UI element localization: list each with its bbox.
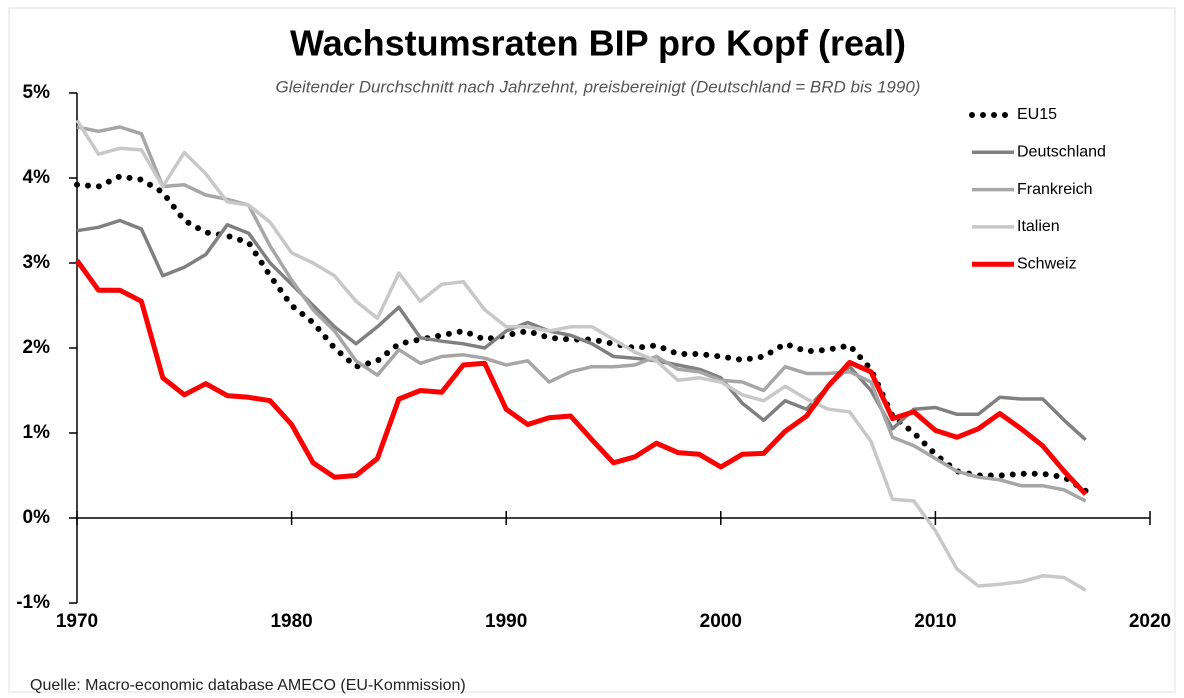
chart-title: Wachstumsraten BIP pro Kopf (real) — [290, 23, 906, 64]
y-tick-label: 3% — [23, 252, 51, 273]
line-series — [74, 259, 1088, 496]
line-series — [74, 173, 1089, 494]
y-tick-label: 4% — [23, 167, 51, 188]
legend-label: Italien — [1017, 218, 1060, 235]
legend-label: EU15 — [1017, 106, 1057, 123]
y-tick-label: 5% — [23, 82, 51, 103]
x-tick-label: 2020 — [1129, 611, 1171, 632]
source-note: Quelle: Macro-economic database AMECO (E… — [30, 677, 466, 694]
legend-label: Schweiz — [1017, 255, 1077, 272]
x-tick-label: 1980 — [270, 611, 312, 632]
x-tick-label: 1970 — [56, 611, 98, 632]
y-tick-label: 1% — [23, 422, 51, 443]
y-tick-label: 2% — [23, 337, 51, 358]
line-series — [75, 119, 1087, 592]
chart-subtitle: Gleitender Durchschnitt nach Jahrzehnt, … — [276, 77, 921, 96]
legend-label: Frankreich — [1017, 181, 1093, 198]
x-tick-label: 2000 — [700, 611, 742, 632]
y-tick-label: 0% — [23, 507, 51, 528]
x-tick-label: 1990 — [485, 611, 527, 632]
legend-label: Deutschland — [1017, 144, 1106, 161]
y-tick-label: -1% — [16, 592, 50, 613]
x-tick-label: 2010 — [914, 611, 956, 632]
line-series — [76, 125, 1087, 503]
line-series — [76, 218, 1087, 442]
frame — [8, 7, 1176, 693]
